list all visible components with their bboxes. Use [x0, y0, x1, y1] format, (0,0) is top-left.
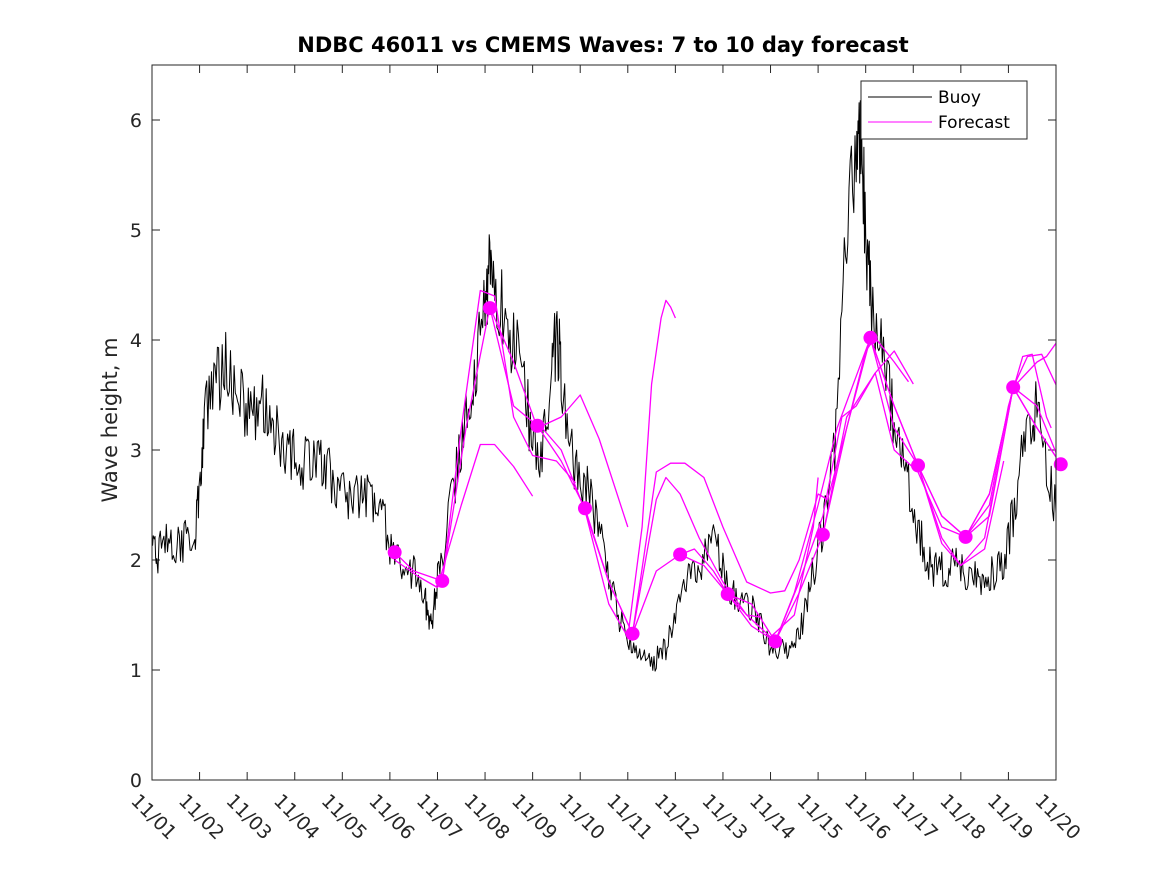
- forecast-series-line-15: [1012, 386, 1056, 455]
- legend-buoy-label: Buoy: [938, 88, 981, 108]
- chart-title: NDBC 46011 vs CMEMS Waves: 7 to 10 day f…: [297, 33, 908, 57]
- y-tick-label: 6: [130, 110, 142, 132]
- legend-box: [860, 80, 1028, 140]
- forecast-marker: [1053, 457, 1068, 472]
- forecast-marker: [720, 587, 735, 602]
- forecast-series-line-6: [584, 476, 762, 635]
- forecast-series-line-4: [489, 306, 629, 528]
- forecast-marker: [482, 301, 497, 316]
- forecast-series-line-7: [631, 337, 910, 634]
- y-tick-label: 5: [130, 220, 142, 242]
- forecast-marker: [911, 458, 926, 473]
- forecast-series-line-8: [679, 477, 819, 638]
- forecast-marker: [387, 545, 402, 560]
- legend-forecast-label: Forecast: [938, 113, 1010, 133]
- y-axis-label: Wave height, m: [98, 337, 122, 502]
- y-tick-label: 3: [130, 440, 142, 462]
- forecast-series-line-14: [965, 386, 1056, 538]
- forecast-marker: [530, 418, 545, 433]
- legend: Buoy Forecast: [860, 80, 1028, 140]
- forecast-marker: [815, 527, 830, 542]
- forecast-series-line-3: [441, 289, 576, 583]
- series-layer: [152, 100, 1056, 672]
- forecast-series-line-2: [394, 443, 534, 589]
- forecast-marker: [435, 573, 450, 588]
- forecast-series-line-10: [774, 337, 1005, 642]
- y-tick-label: 0: [130, 770, 142, 792]
- forecast-series-line-9: [727, 350, 914, 643]
- y-tick-label: 2: [130, 550, 142, 572]
- plot-frame: [151, 64, 1057, 781]
- forecast-marker: [577, 501, 592, 516]
- y-tick-label: 1: [130, 660, 142, 682]
- forecast-markers: [387, 301, 1068, 649]
- y-tick-label: 4: [130, 330, 142, 352]
- buoy-series-line: [152, 100, 1056, 672]
- forecast-marker: [625, 626, 640, 641]
- forecast-series-line-5: [536, 299, 676, 638]
- forecast-marker: [1006, 380, 1021, 395]
- forecast-marker: [768, 634, 783, 649]
- forecast-marker: [673, 547, 688, 562]
- forecast-marker: [958, 529, 973, 544]
- forecast-marker: [863, 330, 878, 345]
